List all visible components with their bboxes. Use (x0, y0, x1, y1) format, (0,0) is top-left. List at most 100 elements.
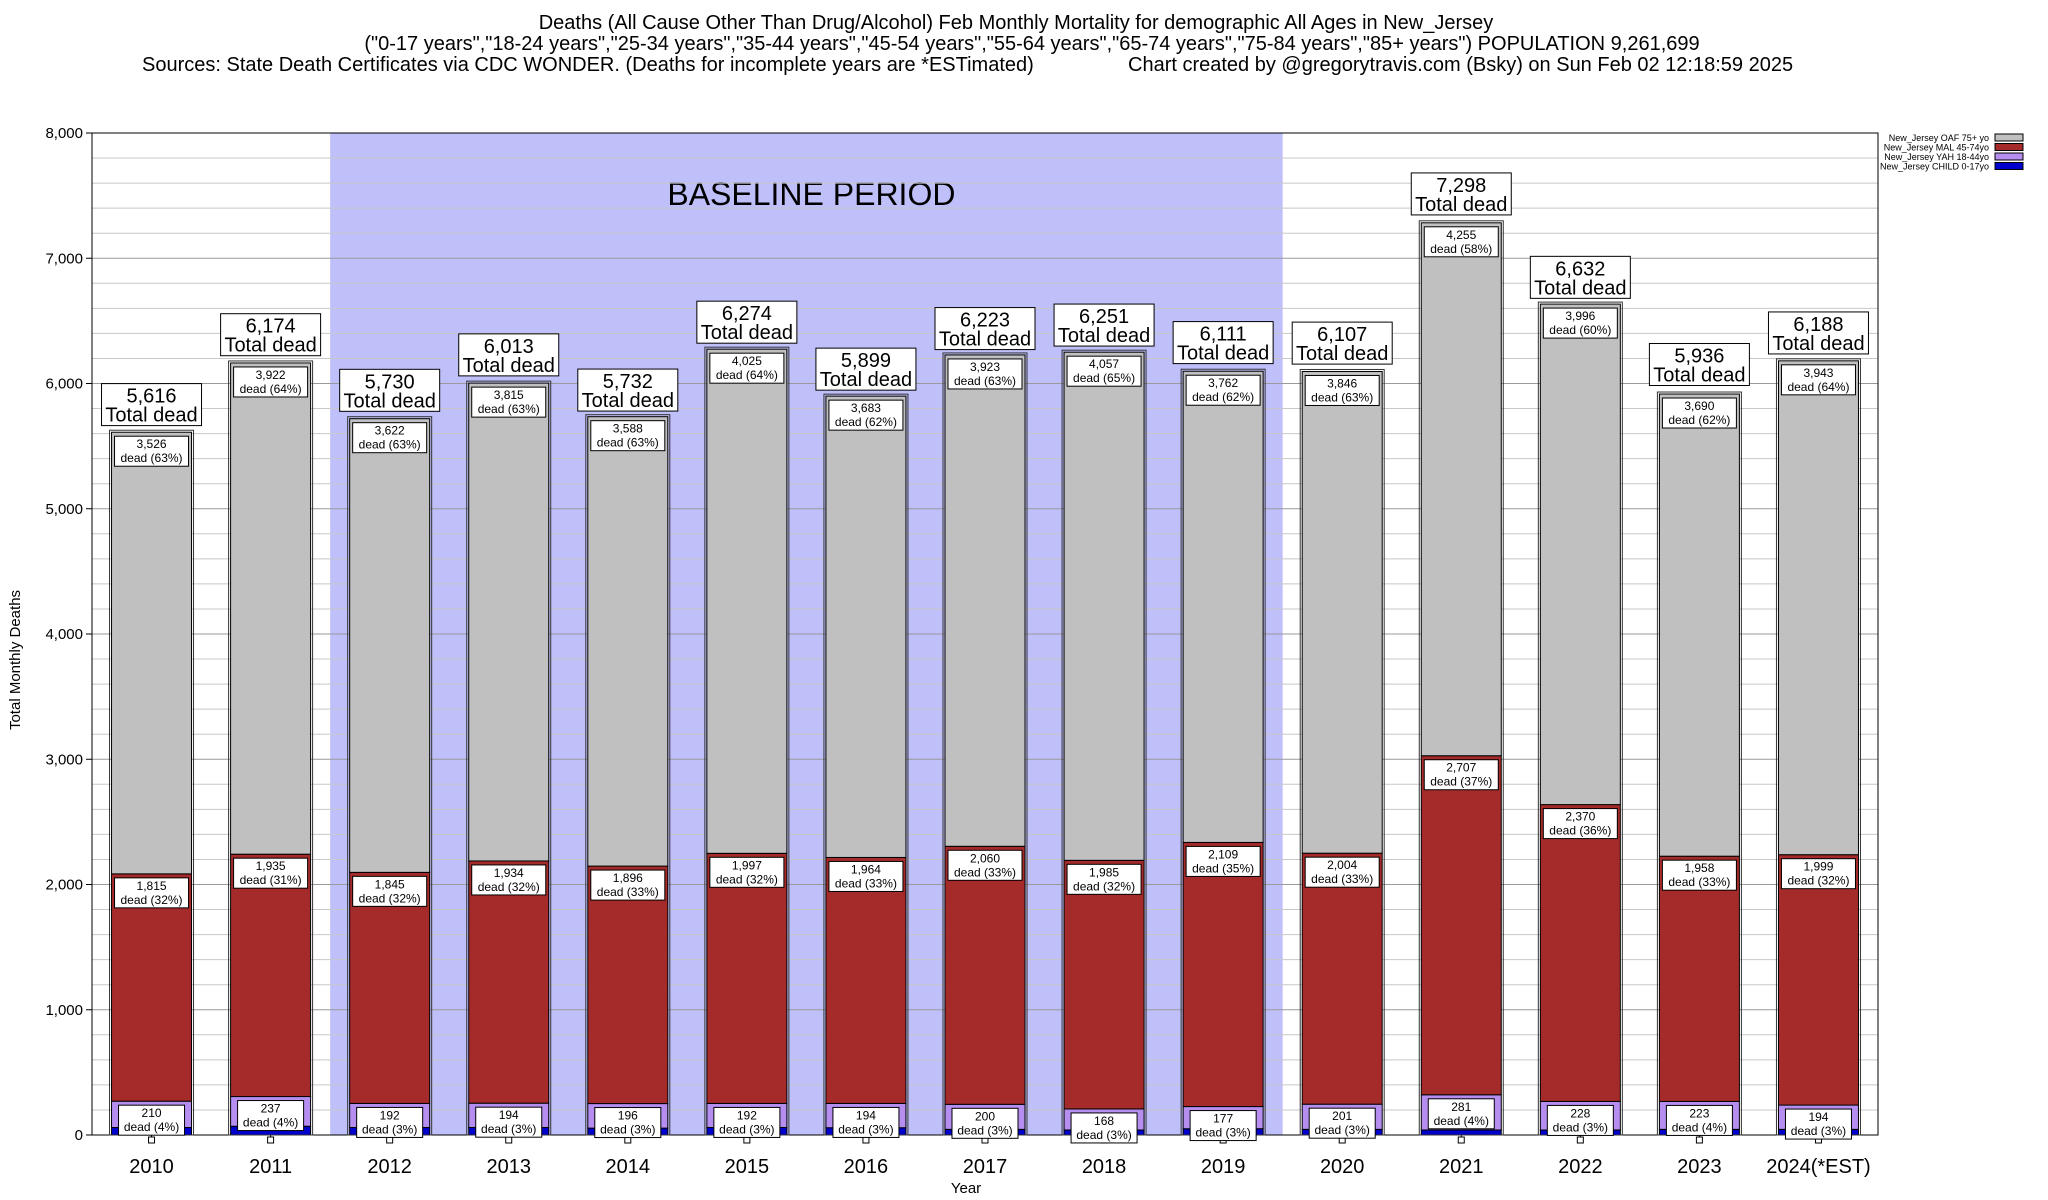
x-tick-label: 2017 (963, 1156, 1008, 1178)
segment-pct-yah: dead (3%) (957, 1123, 1012, 1137)
segment-label-box (352, 875, 428, 907)
segment-value-yah: 201 (1332, 1109, 1352, 1123)
segment-pct-yah: dead (3%) (838, 1122, 893, 1136)
bar-segment-mal (1658, 855, 1740, 1102)
y-axis-label: Total Monthly Deaths (7, 590, 24, 730)
total-suffix: Total dead (1296, 343, 1388, 365)
segment-label-box (1427, 1098, 1495, 1130)
segment-pct-mal: dead (33%) (1668, 875, 1730, 889)
bar-segment-mal (230, 853, 312, 1098)
bar-segment-oaf (230, 362, 312, 855)
segment-label-box (1784, 1108, 1852, 1140)
segment-value-oaf: 3,690 (1684, 399, 1714, 413)
segment-label-box (237, 1100, 305, 1132)
segment-label-box (1066, 863, 1142, 895)
segment-pct-mal: dead (32%) (121, 893, 183, 907)
baseline-label: BASELINE PERIOD (667, 176, 955, 212)
segment-value-mal: 2,109 (1208, 847, 1238, 861)
segment-pct-mal: dead (32%) (1787, 874, 1849, 888)
segment-value-yah: 196 (618, 1109, 638, 1123)
total-value: 5,936 (1674, 346, 1724, 368)
segment-label-box (828, 399, 904, 431)
total-value: 5,730 (365, 371, 415, 393)
segment-value-oaf: 3,683 (851, 401, 881, 415)
bar-segment-oaf (706, 348, 788, 854)
segment-label-box (832, 1106, 900, 1138)
segment-label-box (1423, 226, 1499, 258)
segment-label-box (471, 864, 547, 896)
segment-label-box (1546, 1104, 1614, 1136)
bar-segment-oaf (1182, 370, 1264, 843)
segment-value-oaf: 3,846 (1327, 376, 1357, 390)
chart-credit: Chart created by @gregorytravis.com (Bsk… (1128, 54, 1794, 76)
total-suffix: Total dead (1772, 333, 1864, 355)
segment-label-box (475, 1106, 543, 1138)
x-tick-label: 2024(*EST) (1766, 1156, 1871, 1178)
x-tick-label: 2016 (844, 1156, 889, 1178)
segment-pct-yah: dead (3%) (1553, 1120, 1608, 1134)
segment-value-yah: 281 (1451, 1100, 1471, 1114)
segment-label-box (594, 1107, 662, 1139)
bar-segment-mal (1539, 804, 1621, 1102)
segment-value-yah: 210 (142, 1106, 162, 1120)
bar-outline (228, 360, 314, 1136)
total-value: 6,013 (484, 336, 534, 358)
bar-segment-oaf (1658, 393, 1740, 857)
total-label-box (1648, 343, 1750, 387)
y-tick-label: 3,000 (45, 751, 83, 768)
bar-segment-mal (1301, 852, 1383, 1105)
total-value: 6,223 (960, 310, 1010, 332)
chart-title: Deaths (All Cause Other Than Drug/Alcoho… (538, 12, 1494, 34)
total-value: 5,616 (127, 386, 177, 408)
total-value: 6,632 (1555, 258, 1605, 280)
bar-segment-oaf (587, 416, 669, 867)
y-tick-label: 5,000 (45, 501, 83, 518)
bar-segment-mal (1182, 841, 1264, 1108)
x-tick-label: 2012 (367, 1156, 412, 1178)
segment-label-box (1423, 759, 1499, 791)
segment-pct-oaf: dead (63%) (597, 436, 659, 450)
total-value: 6,274 (722, 303, 772, 325)
segment-pct-oaf: dead (63%) (121, 451, 183, 465)
bar-segment-oaf (1420, 222, 1502, 757)
segment-label-box (1185, 374, 1261, 406)
total-label-box (1291, 321, 1393, 365)
total-label-box (1529, 255, 1631, 299)
legend-swatch (1994, 162, 2024, 170)
total-label-box (220, 313, 322, 357)
segment-label-box (709, 856, 785, 888)
segment-label-box (471, 386, 547, 418)
segment-pct-yah: dead (4%) (1434, 1114, 1489, 1128)
legend-swatch (1994, 133, 2024, 142)
segment-value-mal: 2,707 (1446, 761, 1476, 775)
bar-marker (505, 1136, 513, 1144)
segment-value-yah: 194 (499, 1108, 519, 1122)
total-suffix: Total dead (463, 355, 555, 377)
bar-segment-oaf (944, 354, 1026, 847)
x-tick-label: 2010 (129, 1156, 174, 1178)
segment-value-oaf: 3,622 (375, 424, 405, 438)
bar-segment-mal (111, 873, 193, 1102)
x-tick-label: 2014 (606, 1156, 651, 1178)
total-label-box (339, 368, 441, 412)
segment-pct-mal: dead (37%) (1430, 775, 1492, 789)
segment-label-box (947, 849, 1023, 881)
segment-value-yah: 223 (1689, 1106, 1709, 1120)
bar-segment-mal (825, 856, 907, 1104)
bar-marker (148, 1136, 156, 1144)
segment-value-oaf: 3,815 (494, 388, 524, 402)
total-value: 6,188 (1793, 314, 1843, 336)
total-value: 7,298 (1436, 175, 1486, 197)
segment-pct-yah: dead (3%) (481, 1122, 536, 1136)
bar-segment-mal (706, 852, 788, 1104)
segment-pct-yah: dead (3%) (1315, 1123, 1370, 1137)
segment-label-box (1304, 374, 1380, 406)
segment-value-yah: 192 (737, 1108, 757, 1122)
segment-value-yah: 194 (1808, 1110, 1828, 1124)
bar-segment-child (1420, 1129, 1502, 1136)
total-value: 5,732 (603, 371, 653, 393)
y-tick-label: 6,000 (45, 376, 83, 393)
total-value: 6,111 (1200, 324, 1247, 346)
segment-value-oaf: 4,057 (1089, 357, 1119, 371)
